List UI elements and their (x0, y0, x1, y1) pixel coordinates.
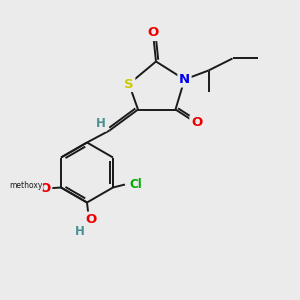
Text: N: N (179, 73, 190, 86)
Text: Cl: Cl (129, 178, 142, 191)
Text: O: O (86, 213, 97, 226)
Text: H: H (75, 225, 84, 238)
Text: O: O (147, 26, 159, 40)
Text: H: H (96, 117, 106, 130)
Text: S: S (124, 77, 134, 91)
Text: methoxy: methoxy (9, 181, 42, 190)
Text: O: O (191, 116, 202, 130)
Text: O: O (40, 182, 51, 195)
